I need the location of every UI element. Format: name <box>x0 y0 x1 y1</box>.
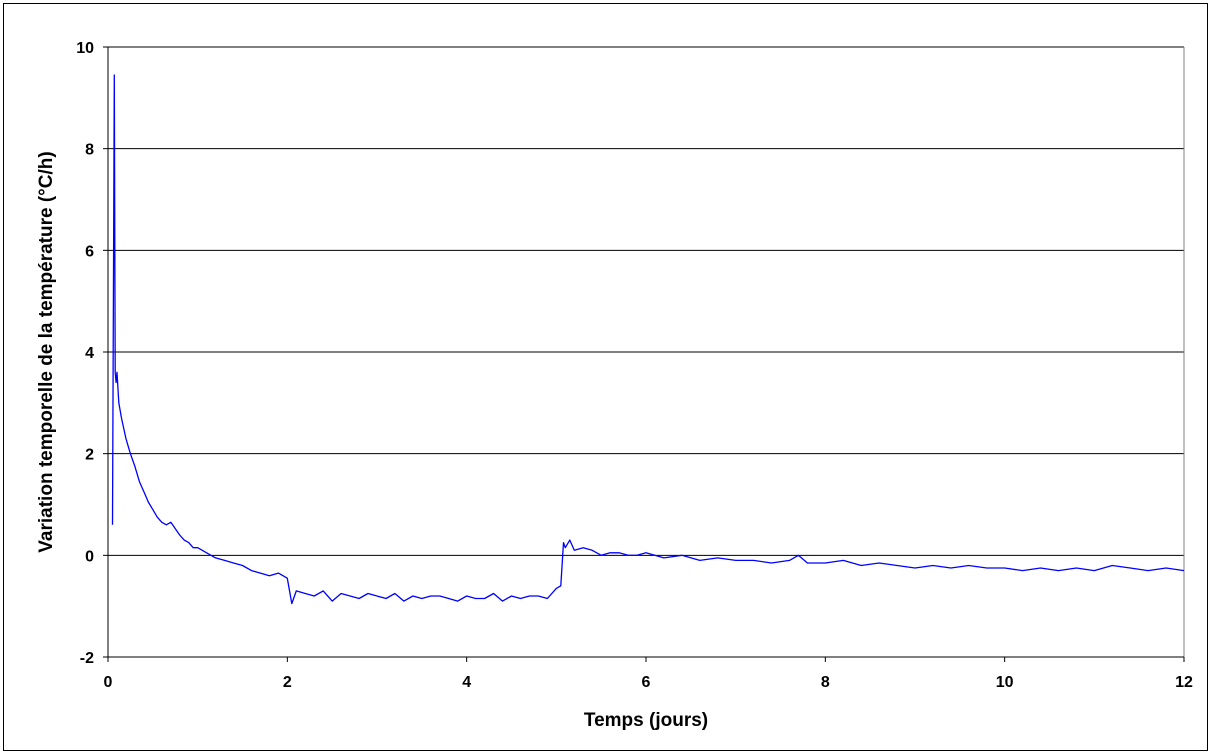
x-tick-label: 6 <box>642 674 651 691</box>
x-tick-label: 4 <box>462 674 471 691</box>
x-tick-label: 12 <box>1175 674 1193 691</box>
y-tick-label: 2 <box>85 447 94 464</box>
x-tick-labels: 0 2 4 6 8 10 12 <box>104 674 1193 691</box>
y-tick-label: -2 <box>80 650 94 667</box>
x-tick-label: 8 <box>821 674 830 691</box>
y-axis-title: Variation temporelle de la température (… <box>36 151 57 552</box>
x-axis-title: Temps (jours) <box>584 710 708 731</box>
axes <box>103 46 1185 662</box>
x-tick-label: 10 <box>996 674 1014 691</box>
x-tick-label: 0 <box>104 674 113 691</box>
gridlines <box>108 46 1184 658</box>
x-tick-label: 2 <box>283 674 292 691</box>
y-tick-label: 0 <box>85 548 94 565</box>
y-tick-label: 6 <box>85 243 94 260</box>
y-tick-label: 10 <box>76 40 94 57</box>
y-tick-label: 4 <box>85 345 94 362</box>
series-line <box>111 74 1185 605</box>
y-tick-labels: -2 0 2 4 6 8 10 <box>76 40 94 667</box>
series-group <box>111 74 1185 605</box>
y-tick-label: 8 <box>85 142 94 159</box>
